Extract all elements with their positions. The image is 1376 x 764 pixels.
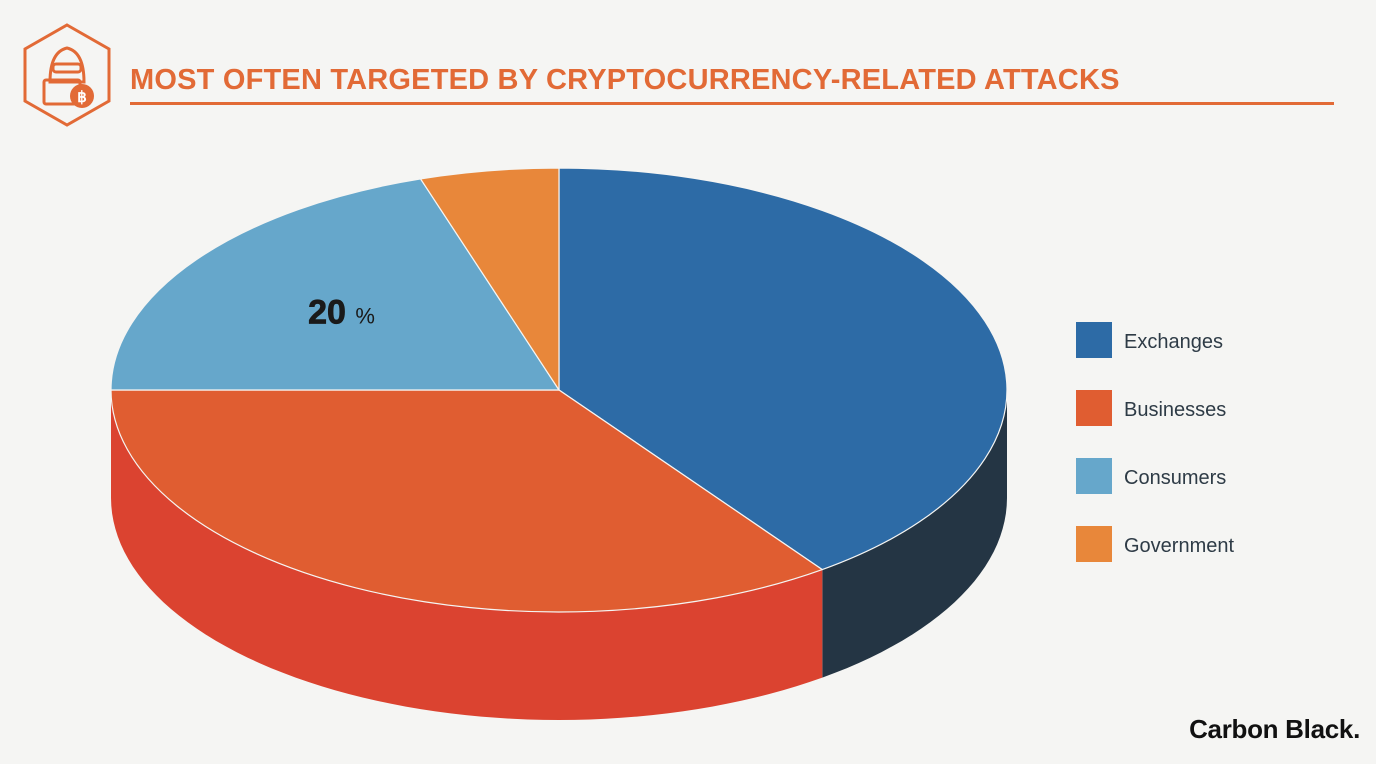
legend-swatch-consumers [1076, 458, 1112, 494]
title-divider [130, 102, 1334, 105]
pie-slice-exchanges [558, 167, 1008, 571]
data-label-consumers: 20 % [308, 294, 375, 332]
legend-item-consumers: Consumers [1076, 458, 1276, 494]
legend-label-government: Government [1124, 535, 1235, 557]
legend-item-businesses: Businesses [1076, 390, 1276, 426]
svg-text:฿: ฿ [77, 89, 87, 106]
legend-label-exchanges: Exchanges [1124, 331, 1223, 353]
legend-label-businesses: Businesses [1124, 399, 1227, 421]
legend-swatch-businesses [1076, 390, 1112, 426]
legend-label-consumers: Consumers [1124, 467, 1227, 489]
pie-side-businesses [111, 390, 823, 720]
pie-top-faces [110, 167, 1008, 613]
pie-side-exchanges [822, 390, 1007, 678]
legend-swatch-exchanges [1076, 322, 1112, 358]
pie-slice-consumers [110, 178, 560, 391]
legend-item-exchanges: Exchanges [1076, 322, 1276, 358]
pie-slice-businesses [110, 389, 823, 613]
legend-item-government: Government [1076, 526, 1276, 562]
page-title: MOST OFTEN TARGETED BY CRYPTOCURRENCY-RE… [130, 64, 1120, 96]
brand-logo-text: Carbon Black. [1189, 714, 1360, 744]
chart-header: ฿ MOST OFTEN TARGETED BY CRYPTOCURRENCY-… [0, 0, 1376, 130]
hacker-bitcoin-icon: ฿ [23, 23, 111, 127]
legend-swatch-government [1076, 526, 1112, 562]
pie-side-walls [111, 390, 1007, 720]
pie-slice-government [420, 167, 560, 391]
